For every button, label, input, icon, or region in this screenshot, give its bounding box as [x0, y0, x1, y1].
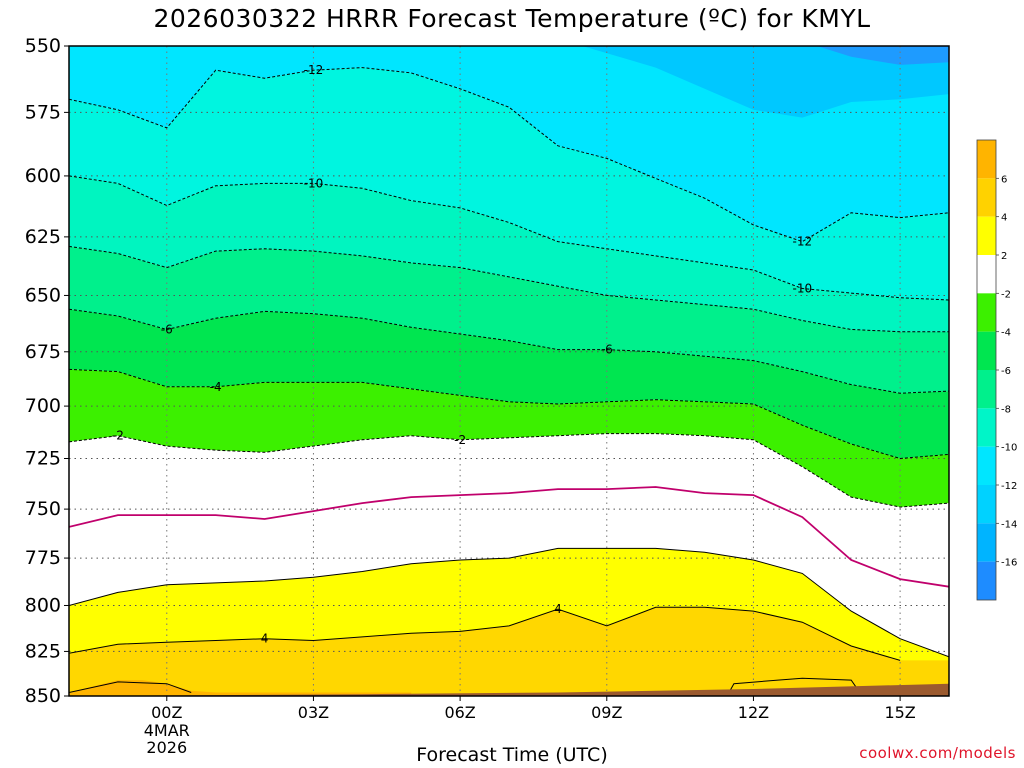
contour-label--6: -6 — [601, 343, 613, 357]
contour--6 — [69, 308, 949, 394]
y-tick-label-825: 825 — [25, 640, 61, 662]
colorbar-swatch — [977, 293, 996, 332]
colorbar-label: -10 — [1001, 443, 1017, 454]
colorbar-swatch — [977, 523, 996, 562]
contour-label--2: -2 — [112, 429, 124, 443]
x-tick-sublabel: 4MAR — [144, 721, 190, 740]
contour-label-4: 4 — [261, 632, 269, 646]
colorbar-swatch — [977, 370, 996, 409]
contour--12 — [69, 67, 949, 243]
colorbar-label: -6 — [1001, 366, 1011, 377]
y-tick-label-775: 775 — [25, 547, 61, 569]
contour-label--6: -6 — [161, 323, 173, 337]
colorbar-swatch — [977, 331, 996, 370]
band-2-4 — [69, 548, 949, 696]
contour-labels: -12 -10 -12 -10 -6 -6 -4 -2 -2 4 4 — [112, 63, 813, 646]
colorbar-label: 6 — [1001, 174, 1007, 185]
colorbar-swatch — [977, 140, 996, 179]
colorbar-swatch — [977, 485, 996, 524]
colorbar-label: -4 — [1001, 328, 1011, 339]
temperature-bands — [69, 46, 949, 696]
band-minus12-minus10 — [69, 67, 949, 300]
colorbar-swatch — [977, 178, 996, 217]
y-tick-label-575: 575 — [25, 101, 61, 123]
colorbar-label: 2 — [1001, 251, 1007, 262]
y-tick-label-750: 750 — [25, 498, 61, 520]
contour-label--10: -10 — [793, 282, 813, 296]
colorbar-swatch — [977, 561, 996, 600]
contour-label--2: -2 — [454, 433, 466, 447]
contour-4 — [69, 606, 901, 661]
colorbar: 6 4 2 -2 -4 -6 -8 -10 -12 -14 -16 — [976, 139, 1017, 601]
colorbar-label: -2 — [1001, 289, 1011, 300]
y-axis: 550 575 600 625 650 675 700 725 750 775 800 825 850 — [25, 35, 69, 707]
chart-title: 2026030322 HRRR Forecast Temperature (ºC… — [153, 4, 871, 33]
colorbar-swatch — [977, 216, 996, 255]
contour--10 — [69, 175, 949, 301]
contour--4 — [69, 368, 949, 460]
band-minus6-minus4 — [69, 309, 949, 459]
x-tick-label-12Z: 12Z — [738, 703, 769, 722]
colorbar-label: -16 — [1001, 558, 1017, 569]
contour--2 — [69, 433, 949, 508]
band-minus2-2 — [69, 433, 949, 657]
x-tick-label-03Z: 03Z — [298, 703, 329, 722]
contour-6-left — [69, 681, 192, 693]
y-tick-label-550: 550 — [25, 35, 61, 57]
plot-frame — [68, 45, 950, 697]
colorbar-label: 4 — [1001, 213, 1007, 224]
y-tick-label-850: 850 — [25, 685, 61, 707]
band-minus10-minus8 — [69, 175, 949, 332]
colorbar-label: -8 — [1001, 404, 1011, 415]
contour-label--10: -10 — [304, 176, 324, 190]
contour-label-4: 4 — [554, 602, 562, 616]
band-above-6 — [69, 680, 412, 696]
y-tick-label-725: 725 — [25, 447, 61, 469]
x-axis-title: Forecast Time (UTC) — [416, 744, 608, 766]
colorbar-label: -14 — [1001, 519, 1017, 530]
x-tick-label-15Z: 15Z — [884, 703, 915, 722]
x-tick-label-06Z: 06Z — [444, 703, 475, 722]
contour-2 — [69, 547, 949, 658]
band-minus4-minus2 — [69, 369, 949, 508]
x-tick-label-00Z: 00Z — [151, 703, 182, 722]
x-tick-sublabel: 2026 — [146, 738, 187, 757]
y-tick-label-675: 675 — [25, 341, 61, 363]
contour-0 — [69, 486, 949, 588]
y-tick-label-625: 625 — [25, 226, 61, 248]
colorbar-swatch — [977, 408, 996, 447]
colorbar-swatch — [977, 446, 996, 485]
y-tick-label-700: 700 — [25, 395, 61, 417]
contour-label--12: -12 — [793, 235, 813, 249]
y-tick-label-600: 600 — [25, 165, 61, 187]
colorbar-swatch — [977, 255, 996, 294]
colorbar-label: -12 — [1001, 481, 1017, 492]
terrain-fill — [69, 683, 949, 696]
credit-link[interactable]: coolwx.com/models — [859, 744, 1016, 762]
x-tick-label-09Z: 09Z — [591, 703, 622, 722]
contour-label--4: -4 — [210, 380, 222, 394]
y-tick-label-800: 800 — [25, 594, 61, 616]
terrain-surface — [69, 683, 949, 696]
band-minus8-minus6 — [69, 246, 949, 394]
band-below-minus14 — [582, 46, 949, 118]
y-tick-label-650: 650 — [25, 284, 61, 306]
contour-label--12: -12 — [304, 63, 324, 77]
contour-lines — [69, 67, 949, 693]
contour--8 — [69, 245, 949, 333]
band-below-minus16 — [817, 46, 949, 65]
